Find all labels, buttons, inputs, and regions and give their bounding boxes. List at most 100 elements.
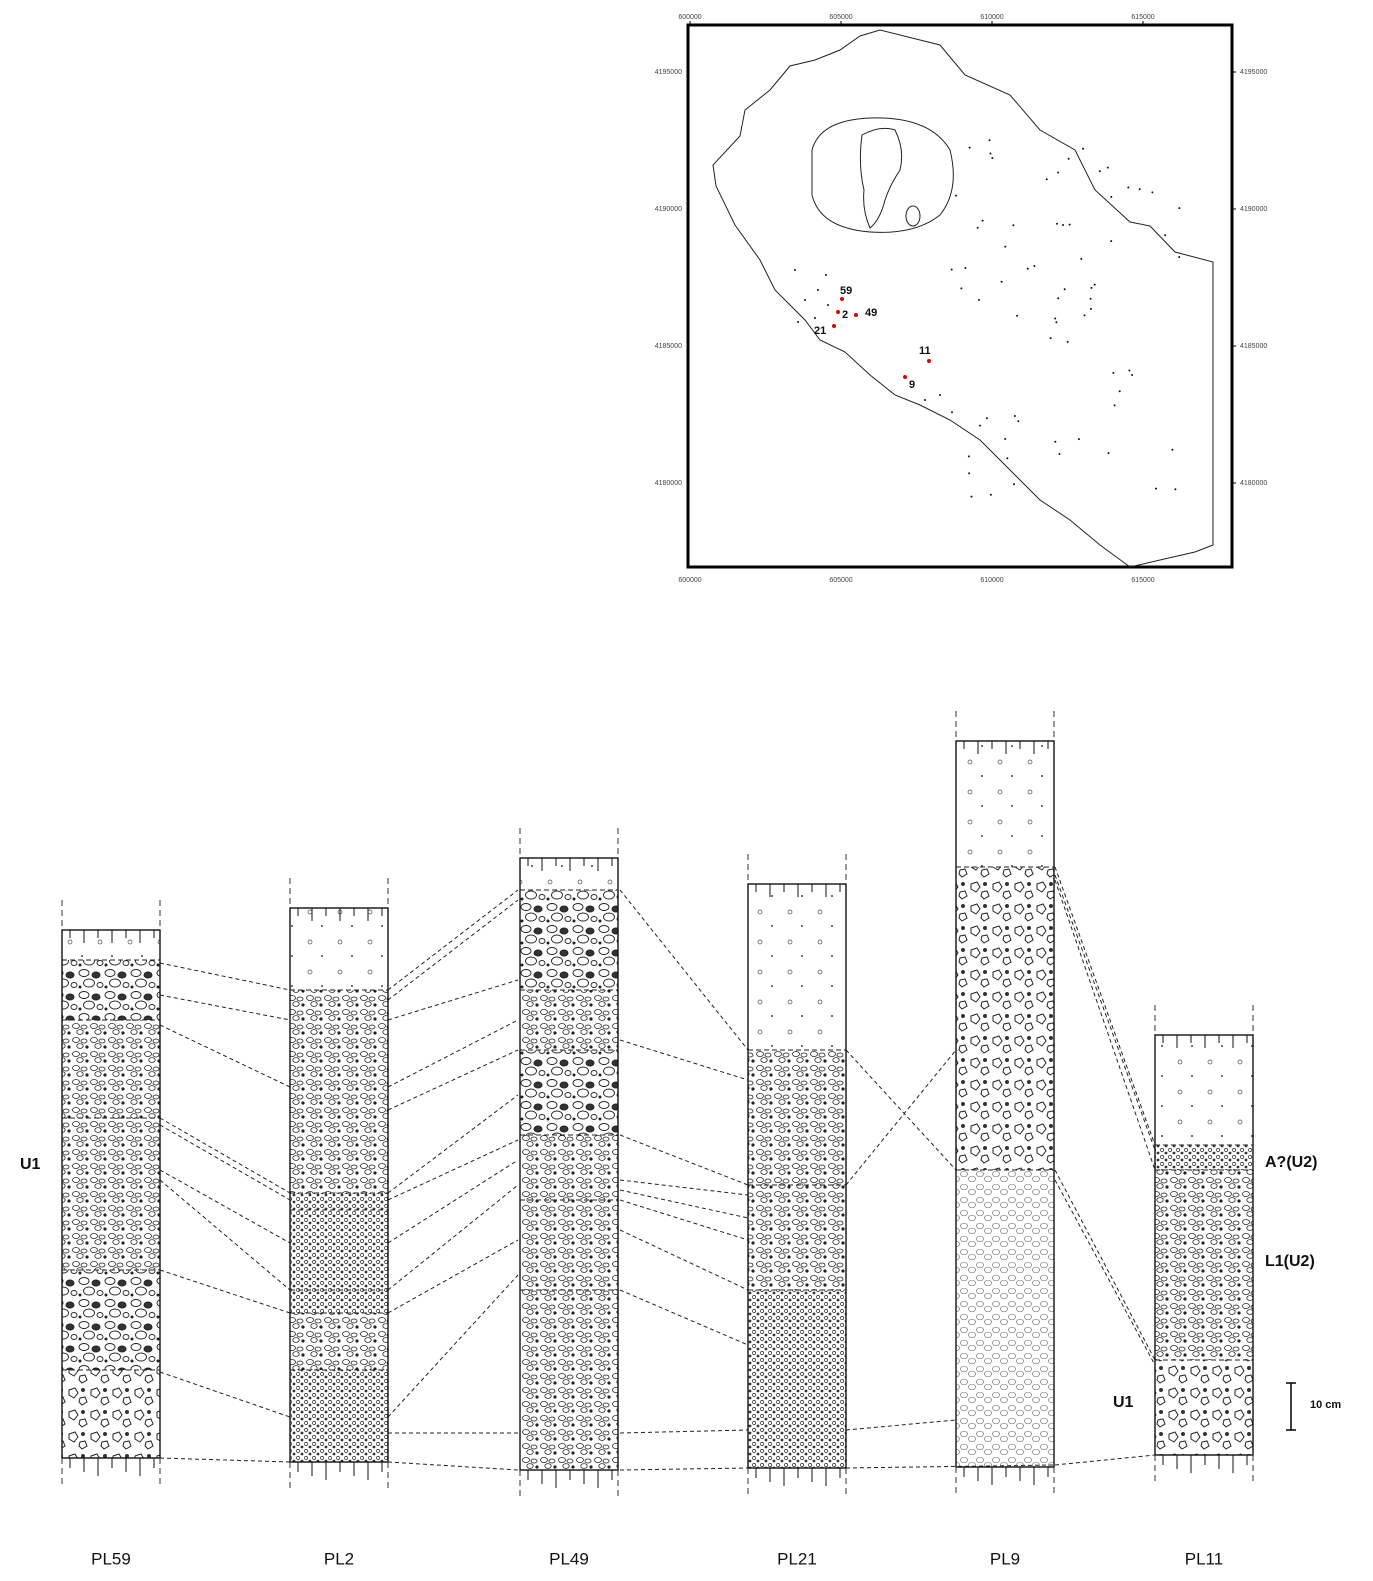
sample-dot bbox=[1178, 256, 1180, 258]
column-label: PL9 bbox=[990, 1549, 1020, 1568]
sample-dot bbox=[939, 394, 941, 396]
y-tick-label: 4195000 bbox=[1240, 69, 1267, 76]
sample-dot bbox=[989, 139, 991, 141]
layer bbox=[62, 1118, 160, 1270]
sample-dot bbox=[1082, 148, 1084, 150]
sample-dot bbox=[1107, 167, 1109, 169]
layer bbox=[956, 741, 1054, 867]
sample-dot bbox=[979, 425, 981, 427]
sample-dot bbox=[991, 157, 993, 159]
sample-dot bbox=[1084, 314, 1086, 316]
y-tick-label: 4185000 bbox=[655, 343, 682, 350]
sample-dot bbox=[1139, 188, 1141, 190]
sample-dot bbox=[1110, 196, 1112, 198]
column-label: PL59 bbox=[91, 1549, 131, 1568]
sample-dot bbox=[971, 496, 973, 498]
layer bbox=[748, 1290, 846, 1468]
layer bbox=[748, 1185, 846, 1290]
sample-dot bbox=[1131, 374, 1133, 376]
layer bbox=[290, 908, 388, 990]
sample-dot bbox=[1012, 224, 1014, 226]
unit-label: U1 bbox=[1113, 1394, 1134, 1411]
sample-dot bbox=[960, 287, 962, 289]
sample-label: 11 bbox=[919, 345, 931, 357]
sample-dot bbox=[1050, 337, 1052, 339]
layer bbox=[1155, 1035, 1253, 1145]
sample-dot bbox=[1054, 441, 1056, 443]
layer bbox=[520, 890, 618, 990]
sample-dot bbox=[1067, 341, 1069, 343]
y-tick-label: 4180000 bbox=[655, 480, 682, 487]
sample-dot bbox=[1062, 224, 1064, 226]
sample-point bbox=[840, 297, 844, 301]
x-tick-label: 605000 bbox=[829, 14, 852, 21]
sample-dot bbox=[1090, 298, 1092, 300]
sample-dot bbox=[797, 321, 799, 323]
sample-dot bbox=[924, 399, 926, 401]
layer bbox=[290, 990, 388, 1193]
y-tick-label: 4185000 bbox=[1240, 343, 1267, 350]
layer bbox=[62, 1270, 160, 1370]
sample-dot bbox=[968, 455, 970, 457]
sample-dot bbox=[1069, 224, 1071, 226]
layer bbox=[520, 990, 618, 1050]
sample-point bbox=[832, 324, 836, 328]
sample-dot bbox=[1064, 288, 1066, 290]
sample-dot bbox=[1004, 438, 1006, 440]
sample-point bbox=[927, 359, 931, 363]
unit-label: L1(U2) bbox=[1265, 1253, 1315, 1270]
figure: 59 2 49 21 11 9 U1 A?(U2) L1(U2) U1 10 c… bbox=[0, 0, 1373, 1576]
sample-dot bbox=[817, 289, 819, 291]
sample-point bbox=[903, 375, 907, 379]
sample-dot bbox=[1057, 172, 1059, 174]
layer bbox=[748, 1050, 846, 1185]
sample-label: 2 bbox=[842, 309, 848, 321]
sample-dot bbox=[990, 153, 992, 155]
sample-dot bbox=[982, 220, 984, 222]
sample-dot bbox=[1164, 234, 1166, 236]
layer bbox=[520, 1135, 618, 1200]
x-tick-label: 615000 bbox=[1131, 14, 1154, 21]
sample-dot bbox=[986, 417, 988, 419]
sample-label: 49 bbox=[865, 307, 877, 319]
x-tick-label: 610000 bbox=[980, 14, 1003, 21]
sample-dot bbox=[1055, 321, 1057, 323]
sample-dot bbox=[1155, 488, 1157, 490]
unit-label: U1 bbox=[20, 1156, 41, 1173]
sample-dot bbox=[814, 317, 816, 319]
x-tick-label: 615000 bbox=[1131, 577, 1154, 584]
sample-dot bbox=[1127, 187, 1129, 189]
sample-dot bbox=[1016, 315, 1018, 317]
sample-dot bbox=[1114, 404, 1116, 406]
column-label: PL21 bbox=[777, 1549, 817, 1568]
sample-dot bbox=[1108, 452, 1110, 454]
layer bbox=[956, 867, 1054, 1170]
sample-dot bbox=[1078, 438, 1080, 440]
column bbox=[62, 900, 160, 1488]
sample-point bbox=[836, 310, 840, 314]
layer bbox=[956, 1170, 1054, 1467]
sample-dot bbox=[1068, 158, 1070, 160]
sample-dot bbox=[1099, 170, 1101, 172]
sample-dot bbox=[1112, 372, 1114, 374]
layer bbox=[520, 1050, 618, 1135]
layer bbox=[520, 1200, 618, 1290]
sample-dot bbox=[827, 304, 829, 306]
stratigraphic-columns bbox=[62, 711, 1253, 1500]
sample-dot bbox=[969, 147, 971, 149]
layer bbox=[290, 1210, 388, 1290]
y-tick-label: 4190000 bbox=[655, 206, 682, 213]
column bbox=[1155, 1005, 1253, 1485]
sample-point bbox=[854, 313, 858, 317]
layer bbox=[748, 884, 846, 1050]
sample-dot bbox=[1110, 240, 1112, 242]
layer bbox=[290, 1193, 388, 1210]
layer bbox=[1155, 1170, 1253, 1360]
sample-dot bbox=[978, 299, 980, 301]
sample-dot bbox=[1054, 318, 1056, 320]
sample-dot bbox=[1080, 258, 1082, 260]
sample-dot bbox=[964, 267, 966, 269]
x-tick-label: 605000 bbox=[829, 577, 852, 584]
sample-dot bbox=[1094, 284, 1096, 286]
column bbox=[520, 828, 618, 1500]
